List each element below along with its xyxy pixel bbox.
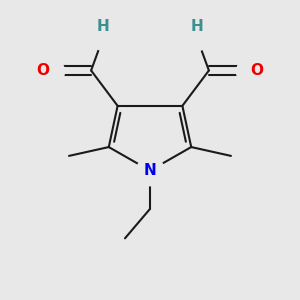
Text: H: H: [97, 19, 109, 34]
Text: O: O: [250, 63, 263, 78]
Point: [100, 36, 105, 40]
Text: H: H: [191, 19, 203, 34]
Point: [195, 36, 200, 40]
Text: O: O: [37, 63, 50, 78]
Point: [246, 68, 251, 73]
Text: N: N: [144, 163, 156, 178]
Point: [148, 168, 152, 173]
Point: [49, 68, 54, 73]
